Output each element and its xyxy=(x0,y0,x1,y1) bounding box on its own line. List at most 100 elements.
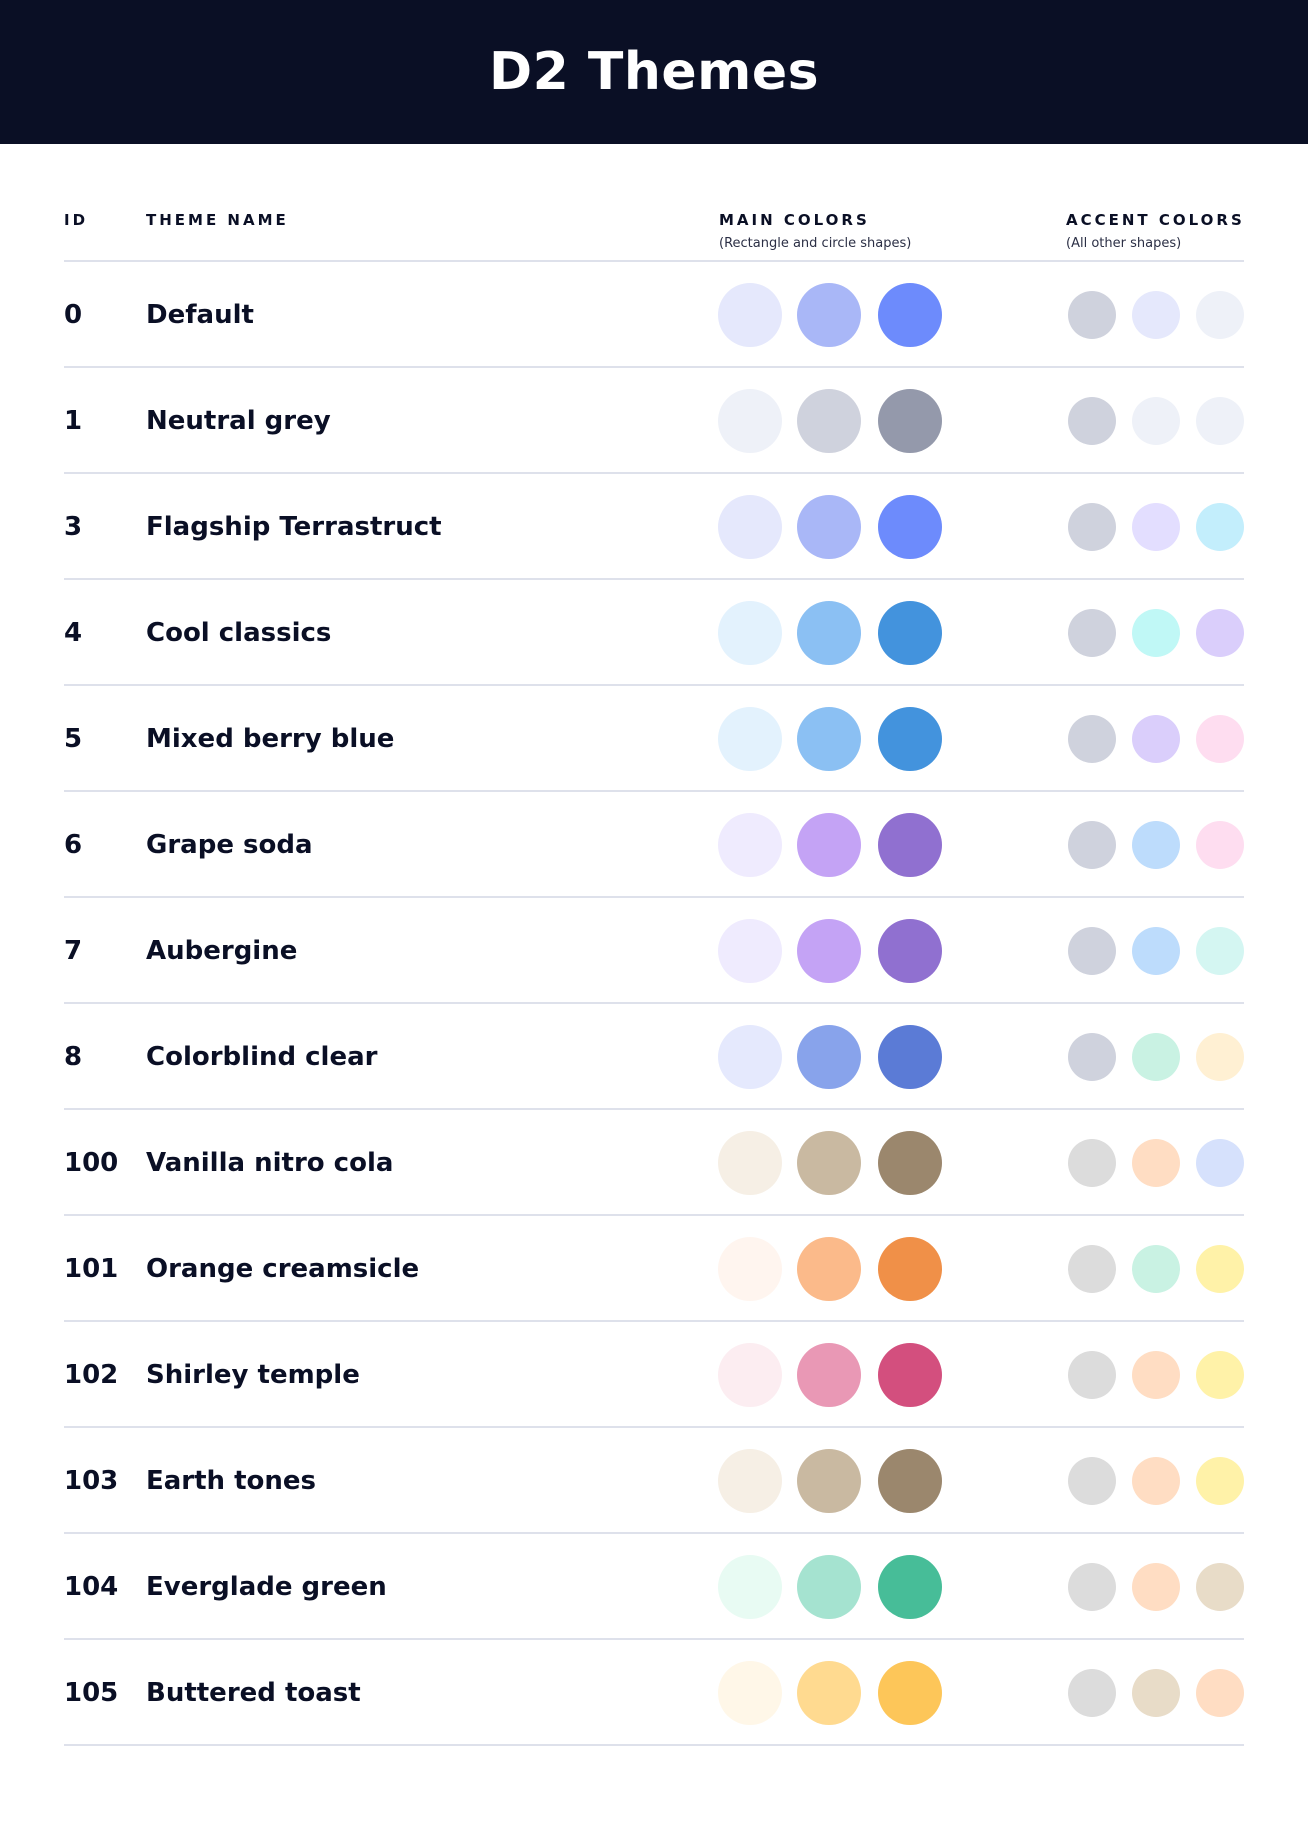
main-color-swatch xyxy=(797,283,861,347)
theme-row: 7 Aubergine xyxy=(0,898,1308,1004)
accent-color-swatch xyxy=(1132,291,1180,339)
theme-id: 103 xyxy=(64,1466,119,1496)
main-color-swatch xyxy=(878,1237,942,1301)
theme-row: 101 Orange creamsicle xyxy=(0,1216,1308,1322)
main-color-swatch xyxy=(797,1449,861,1513)
theme-row: 3 Flagship Terrastruct xyxy=(0,474,1308,580)
main-color-swatch xyxy=(878,283,942,347)
accent-color-swatch xyxy=(1068,1457,1116,1505)
theme-id: 104 xyxy=(64,1572,119,1602)
accent-color-swatch xyxy=(1132,1245,1180,1293)
theme-name: Orange creamsicle xyxy=(146,1254,420,1284)
row-divider xyxy=(64,1532,1244,1534)
row-divider xyxy=(64,790,1244,792)
column-header-id: ID xyxy=(64,211,89,229)
accent-color-swatch xyxy=(1068,1245,1116,1293)
accent-color-swatch xyxy=(1132,397,1180,445)
theme-row: 105 Buttered toast xyxy=(0,1640,1308,1746)
theme-row: 102 Shirley temple xyxy=(0,1322,1308,1428)
main-color-swatch xyxy=(878,1555,942,1619)
main-color-swatch xyxy=(878,1025,942,1089)
row-divider xyxy=(64,1002,1244,1004)
main-color-swatch xyxy=(718,389,782,453)
row-divider xyxy=(64,366,1244,368)
title-banner: D2 Themes xyxy=(0,0,1308,144)
accent-color-swatch xyxy=(1068,1139,1116,1187)
accent-color-swatch xyxy=(1132,927,1180,975)
main-color-swatch xyxy=(878,1131,942,1195)
main-color-swatch xyxy=(797,1661,861,1725)
theme-id: 100 xyxy=(64,1148,119,1178)
main-color-swatch xyxy=(797,919,861,983)
accent-color-swatch xyxy=(1068,715,1116,763)
main-color-swatch xyxy=(797,1237,861,1301)
theme-name: Vanilla nitro cola xyxy=(146,1148,394,1178)
page-title: D2 Themes xyxy=(488,42,820,102)
theme-name: Buttered toast xyxy=(146,1678,361,1708)
accent-color-swatch xyxy=(1068,609,1116,657)
column-header-theme-name: THEME NAME xyxy=(146,211,289,229)
column-header-accent-colors: ACCENT COLORS xyxy=(1066,211,1245,229)
main-color-swatch xyxy=(797,1131,861,1195)
theme-id: 5 xyxy=(64,724,83,754)
main-color-swatch xyxy=(878,601,942,665)
main-color-swatch xyxy=(797,601,861,665)
theme-row: 100 Vanilla nitro cola xyxy=(0,1110,1308,1216)
theme-name: Grape soda xyxy=(146,830,313,860)
accent-color-swatch xyxy=(1068,1669,1116,1717)
main-color-swatch xyxy=(718,1555,782,1619)
main-color-swatch xyxy=(718,1025,782,1089)
column-header-main-colors: MAIN COLORS xyxy=(719,211,870,229)
accent-color-swatch xyxy=(1196,609,1244,657)
theme-id: 101 xyxy=(64,1254,119,1284)
main-colors-subtitle: (Rectangle and circle shapes) xyxy=(719,236,912,251)
row-divider xyxy=(64,1214,1244,1216)
main-color-swatch xyxy=(718,601,782,665)
main-color-swatch xyxy=(797,1025,861,1089)
row-divider xyxy=(64,1320,1244,1322)
main-color-swatch xyxy=(878,1343,942,1407)
theme-row: 1 Neutral grey xyxy=(0,368,1308,474)
accent-color-swatch xyxy=(1068,927,1116,975)
theme-name: Mixed berry blue xyxy=(146,724,395,754)
accent-color-swatch xyxy=(1132,609,1180,657)
accent-color-swatch xyxy=(1196,1139,1244,1187)
theme-id: 7 xyxy=(64,936,83,966)
accent-color-swatch xyxy=(1132,821,1180,869)
main-color-swatch xyxy=(878,389,942,453)
theme-id: 105 xyxy=(64,1678,119,1708)
main-color-swatch xyxy=(718,813,782,877)
accent-color-swatch xyxy=(1132,503,1180,551)
main-color-swatch xyxy=(878,707,942,771)
main-color-swatch xyxy=(878,919,942,983)
main-color-swatch xyxy=(878,813,942,877)
accent-color-swatch xyxy=(1132,715,1180,763)
main-color-swatch xyxy=(878,1661,942,1725)
accent-color-swatch xyxy=(1132,1563,1180,1611)
theme-id: 0 xyxy=(64,300,83,330)
main-color-swatch xyxy=(718,1237,782,1301)
main-color-swatch xyxy=(797,1555,861,1619)
theme-name: Cool classics xyxy=(146,618,332,648)
row-divider xyxy=(64,684,1244,686)
theme-row: 5 Mixed berry blue xyxy=(0,686,1308,792)
main-color-swatch xyxy=(718,283,782,347)
accent-color-swatch xyxy=(1132,1669,1180,1717)
accent-color-swatch xyxy=(1068,1033,1116,1081)
accent-color-swatch xyxy=(1068,1351,1116,1399)
accent-color-swatch xyxy=(1196,1669,1244,1717)
accent-color-swatch xyxy=(1196,1563,1244,1611)
main-color-swatch xyxy=(797,495,861,559)
main-color-swatch xyxy=(797,707,861,771)
theme-id: 102 xyxy=(64,1360,119,1390)
main-color-swatch xyxy=(718,1449,782,1513)
main-color-swatch xyxy=(718,1343,782,1407)
row-divider xyxy=(64,1744,1244,1746)
theme-name: Everglade green xyxy=(146,1572,387,1602)
accent-color-swatch xyxy=(1068,291,1116,339)
theme-id: 8 xyxy=(64,1042,83,1072)
accent-color-swatch xyxy=(1132,1139,1180,1187)
accent-color-swatch xyxy=(1068,821,1116,869)
theme-name: Aubergine xyxy=(146,936,298,966)
accent-color-swatch xyxy=(1068,1563,1116,1611)
